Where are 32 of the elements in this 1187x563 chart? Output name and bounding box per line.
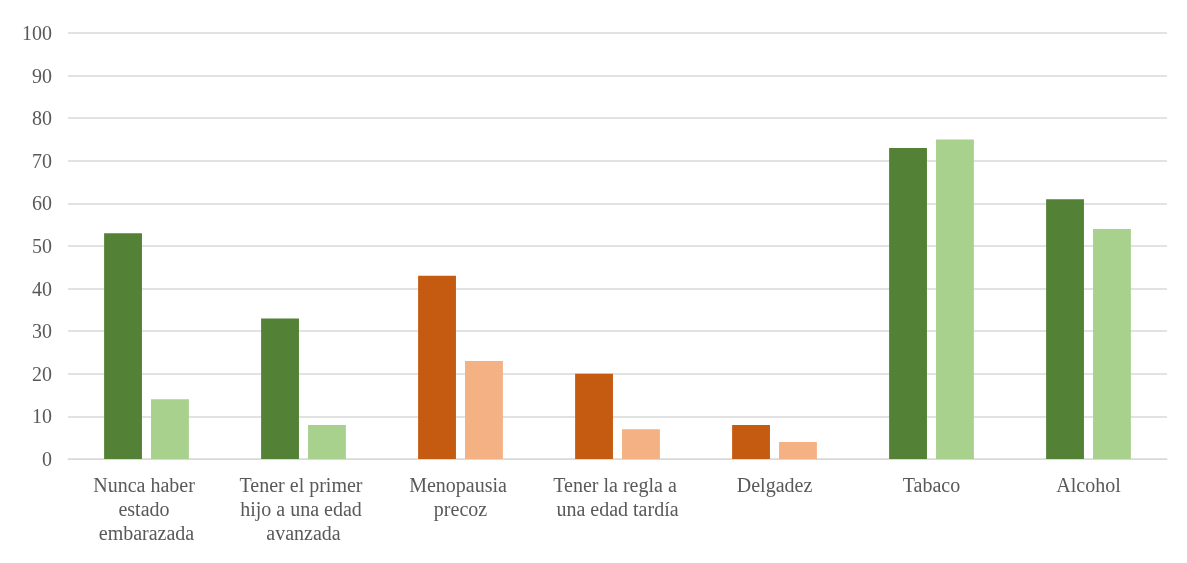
x-tick-label: Tabaco xyxy=(902,474,961,496)
bar xyxy=(889,148,927,459)
x-tick-label: Alcohol xyxy=(1056,474,1122,496)
bar xyxy=(151,399,189,459)
y-tick-label: 90 xyxy=(32,64,52,87)
bar xyxy=(732,424,770,459)
x-tick-label: Nunca haber estado embarazada xyxy=(93,474,200,544)
y-tick-label: 100 xyxy=(22,22,52,44)
x-tick-label: Delgadez xyxy=(736,474,813,497)
bar xyxy=(261,318,299,459)
y-tick-label: 30 xyxy=(32,320,52,343)
y-tick-label: 0 xyxy=(42,448,52,470)
y-tick-label: 60 xyxy=(32,192,52,215)
bar xyxy=(465,361,503,459)
bar xyxy=(936,139,974,459)
bar xyxy=(1093,228,1131,459)
y-tick-label: 10 xyxy=(32,405,52,428)
x-tick-label: Tener la regla a una edad tardía xyxy=(553,474,682,520)
y-tick-label: 80 xyxy=(32,107,52,130)
bar xyxy=(308,424,346,459)
y-tick-label: 20 xyxy=(32,362,52,385)
y-tick-label: 40 xyxy=(32,277,52,300)
bar xyxy=(1046,199,1084,459)
x-tick-label: Tener el primer hijo a una edad avanzada xyxy=(239,474,368,544)
y-tick-label: 50 xyxy=(32,235,52,257)
bar xyxy=(104,233,142,459)
bar xyxy=(418,275,456,459)
bar xyxy=(622,429,660,459)
x-tick-label: Menopausia precoz xyxy=(409,474,512,521)
y-tick-label: 70 xyxy=(32,149,52,172)
bar xyxy=(779,441,817,459)
bar xyxy=(575,373,613,459)
